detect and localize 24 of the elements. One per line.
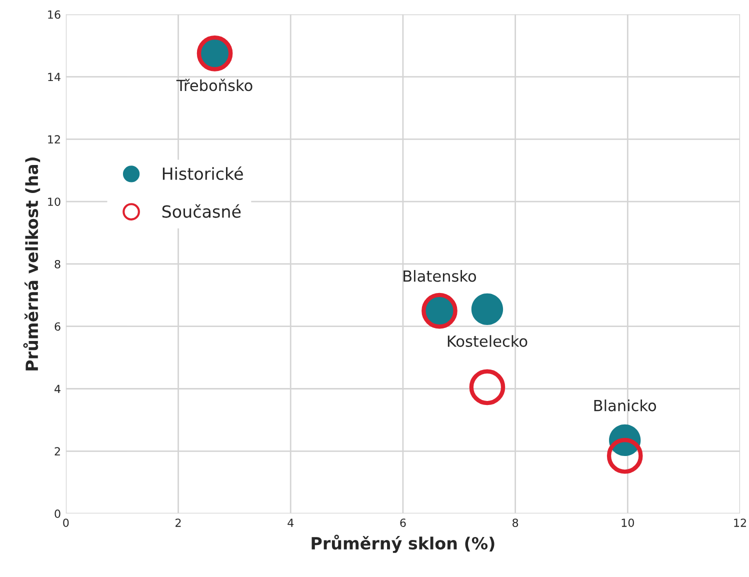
annotation: Kostelecko <box>448 335 528 347</box>
x-tick-label: 4 <box>288 518 294 527</box>
legend-label: Současné <box>162 204 241 218</box>
x-tick-label: 8 <box>512 518 518 527</box>
legend-label: Historické <box>162 166 243 180</box>
x-tick-label: 0 <box>63 518 69 527</box>
annotation: Blanicko <box>594 400 656 412</box>
y-tick-label: 6 <box>54 322 60 331</box>
x-tick-label: 6 <box>400 518 406 527</box>
y-tick-label: 12 <box>48 135 60 144</box>
annotation: Třeboňsko <box>176 78 252 92</box>
x-tick-label: 10 <box>622 518 634 527</box>
x-tick-label: 2 <box>176 518 181 527</box>
y-tick-label: 8 <box>54 260 60 268</box>
y-tick-label: 16 <box>48 10 60 19</box>
x-axis-title: Průměrný sklon (%) <box>312 534 494 553</box>
y-axis-title: Průměrná velikost (ha) <box>23 157 40 370</box>
x-tick-label: 12 <box>734 518 746 527</box>
y-tick-label: 2 <box>54 447 60 456</box>
y-tick-label: 4 <box>54 384 60 393</box>
y-tick-label: 14 <box>48 72 60 82</box>
y-tick-label: 10 <box>48 198 60 206</box>
y-tick-label: 0 <box>54 510 60 518</box>
annotation: Blatensko <box>404 270 476 282</box>
